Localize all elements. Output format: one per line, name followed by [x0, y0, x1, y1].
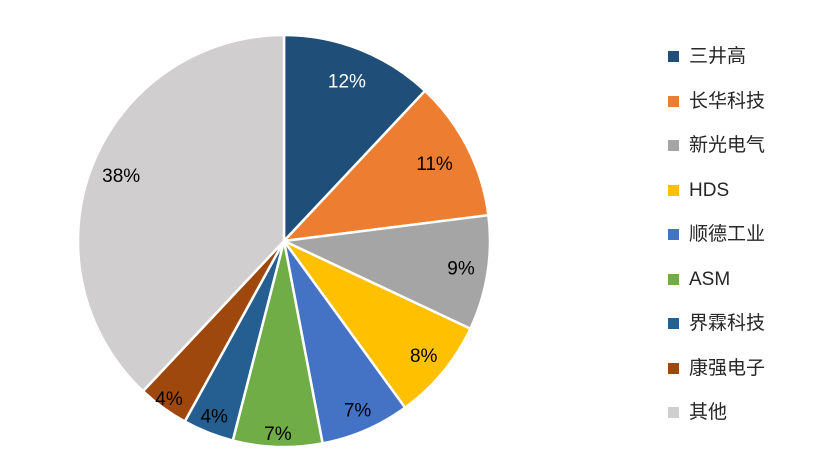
- legend: 三井高 长华科技 新光电气 HDS 顺德工业 ASM 界霖科技 康强电子: [668, 46, 765, 423]
- legend-label: HDS: [689, 179, 730, 201]
- legend-label: 康强电子: [689, 357, 766, 379]
- legend-marker-square: [668, 318, 679, 329]
- legend-marker-square: [668, 273, 679, 285]
- pie-slice-label: 8%: [410, 346, 438, 367]
- pie-slice: [282, 33, 427, 243]
- legend-label: 新光电气: [689, 135, 766, 156]
- legend-label: 三井高: [689, 46, 747, 67]
- pie-slice: [282, 213, 492, 330]
- pie-slice: [282, 239, 472, 409]
- pie-slice-label: 4%: [200, 407, 228, 428]
- pie-slice-label: 4%: [155, 389, 183, 410]
- pie-slice: [76, 33, 286, 393]
- legend-label: 其他: [689, 402, 728, 423]
- pie-slice-label: 9%: [447, 259, 475, 280]
- legend-item: 三井高: [668, 46, 765, 67]
- legend-item: 其他: [668, 402, 765, 423]
- pie-chart: 12% 11% 9% 8% 7% 7% 4% 4% 38%: [76, 33, 492, 449]
- legend-marker-square: [668, 51, 679, 62]
- legend-label: 长华科技: [689, 90, 766, 112]
- legend-item: ASM: [668, 269, 765, 290]
- legend-item: 新光电气: [668, 135, 765, 156]
- pie-slice: [282, 89, 490, 243]
- legend-item: 顺德工业: [668, 224, 765, 245]
- legend-item: 界霖科技: [668, 313, 765, 334]
- pie-slice-label: 11%: [416, 154, 453, 175]
- legend-marker-square: [668, 184, 679, 196]
- legend-item: HDS: [668, 180, 765, 201]
- pie-slice-label: 38%: [102, 166, 140, 187]
- legend-label: 顺德工业: [689, 224, 766, 245]
- legend-label: 界霖科技: [689, 313, 766, 334]
- pie-slice-label: 12%: [328, 72, 366, 93]
- legend-marker-square: [668, 95, 679, 107]
- legend-label: ASM: [689, 268, 731, 290]
- pie-slice-label: 7%: [264, 424, 292, 445]
- legend-marker-square: [668, 407, 679, 418]
- legend-marker-square: [668, 362, 679, 374]
- legend-item: 康强电子: [668, 358, 765, 379]
- legend-item: 长华科技: [668, 91, 765, 112]
- legend-marker-square: [668, 229, 679, 240]
- pie-chart-area: 12% 11% 9% 8% 7% 7% 4% 4% 38%: [76, 33, 492, 449]
- legend-marker-square: [668, 140, 679, 151]
- pie-slice-label: 7%: [344, 401, 372, 422]
